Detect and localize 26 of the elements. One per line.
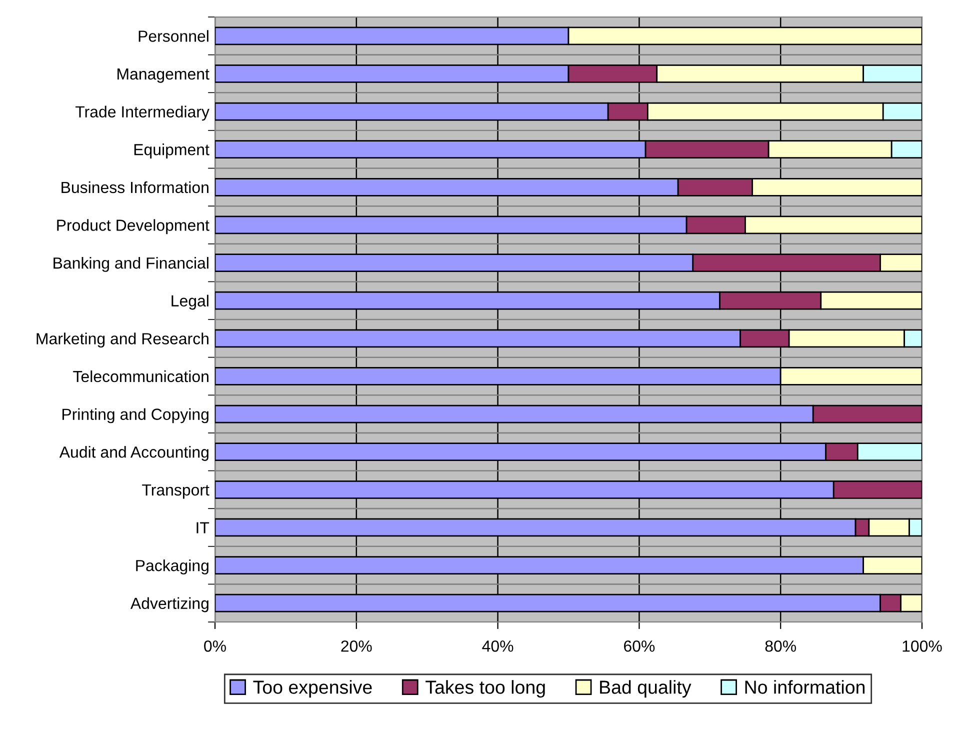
y-tick-label: Printing and Copying: [62, 408, 208, 424]
y-tick-label: IT: [196, 522, 210, 534]
x-tick-label: 80%: [765, 640, 796, 652]
y-tick-label: Product Development: [57, 219, 210, 234]
y-tick-label: Marketing and Research: [36, 332, 208, 348]
y-tick-label: Telecommunication: [73, 370, 208, 382]
x-tick-label: 100%: [902, 640, 942, 652]
y-tick-label: Packaging: [136, 559, 208, 574]
y-tick-label: Equipment: [134, 144, 210, 158]
y-tick-label: Advertizing: [130, 597, 208, 612]
y-tick-label: Business Information: [62, 181, 208, 194]
y-tick-label: Personnel: [138, 30, 208, 42]
y-tick-label: Trade Intermediary: [75, 106, 210, 121]
legend-label: No information: [745, 680, 865, 694]
y-tick-label: Transport: [142, 484, 210, 499]
y-tick-label: Legal: [172, 294, 208, 310]
legend-label: Bad quality: [600, 680, 692, 698]
legend-label: Too expensive: [253, 680, 372, 698]
y-tick-label: Banking and Financial: [54, 256, 208, 272]
legend-label: Takes too long: [426, 680, 545, 698]
x-tick-label: 0%: [204, 640, 226, 652]
x-tick-label: 20%: [341, 640, 372, 652]
x-tick-label: 40%: [482, 640, 514, 652]
y-tick-label: Management: [118, 68, 210, 83]
y-tick-label: Audit and Accounting: [59, 446, 208, 461]
x-tick-label: 60%: [624, 640, 655, 652]
